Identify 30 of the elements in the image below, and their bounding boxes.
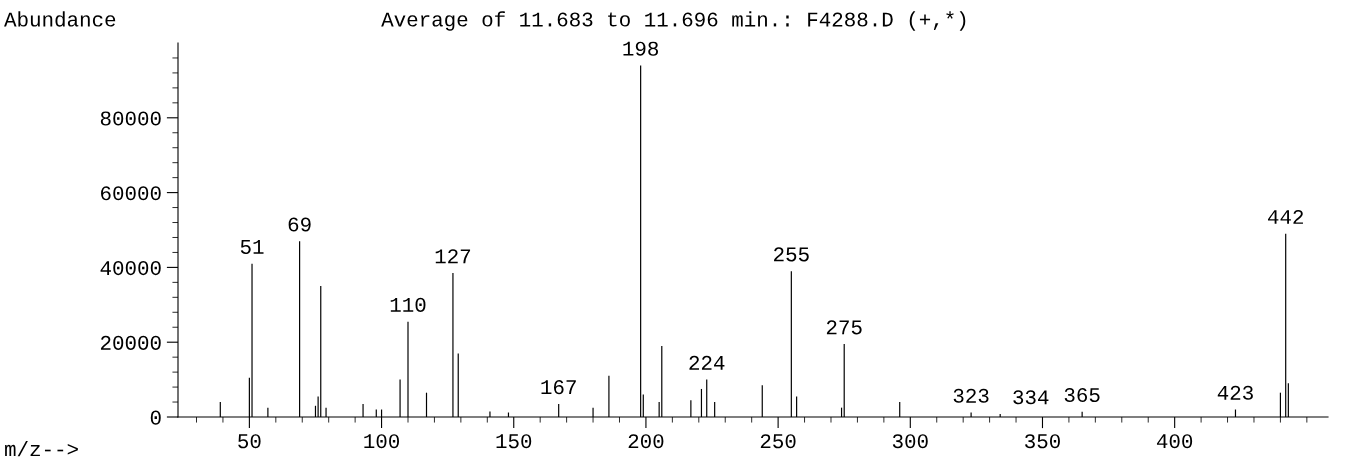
annotation: 423 — [1217, 385, 1253, 400]
annotation: 127 — [435, 249, 471, 264]
annotation: 167 — [541, 380, 576, 395]
x-tick-label: 200 — [628, 434, 664, 449]
annotation: 224 — [689, 355, 725, 370]
x-axis-title: m/z--> — [5, 440, 78, 457]
annotation: 198 — [623, 41, 659, 56]
annotation: 255 — [774, 247, 809, 262]
annotation: 110 — [390, 297, 426, 312]
annotation: 275 — [826, 320, 862, 335]
x-tick-label: 50 — [238, 434, 261, 449]
annotation: 69 — [288, 217, 311, 232]
x-tick-label: 350 — [1025, 434, 1060, 449]
x-tick-label: 400 — [1156, 434, 1193, 449]
x-tick-label: 300 — [892, 434, 928, 449]
x-tick-label: 150 — [496, 434, 532, 449]
y-tick-label: 40000 — [100, 261, 161, 276]
x-tick-label: 100 — [364, 434, 400, 449]
annotation: 334 — [1013, 390, 1049, 405]
x-tick-label: 250 — [760, 434, 796, 449]
annotation: 323 — [953, 388, 989, 403]
annotation: 442 — [1267, 209, 1303, 224]
y-tick-label: 80000 — [100, 111, 161, 126]
y-tick-label: 20000 — [100, 335, 161, 350]
y-axis-title: Abundance — [4, 11, 116, 27]
annotation: 365 — [1064, 387, 1100, 403]
annotation: 51 — [240, 240, 264, 254]
y-tick-label: 60000 — [101, 186, 161, 201]
chart-title: Average of 11.683 to 11.696 min.: F4288.D (+,*) — [381, 11, 966, 31]
y-tick-label: 0 — [150, 410, 161, 425]
